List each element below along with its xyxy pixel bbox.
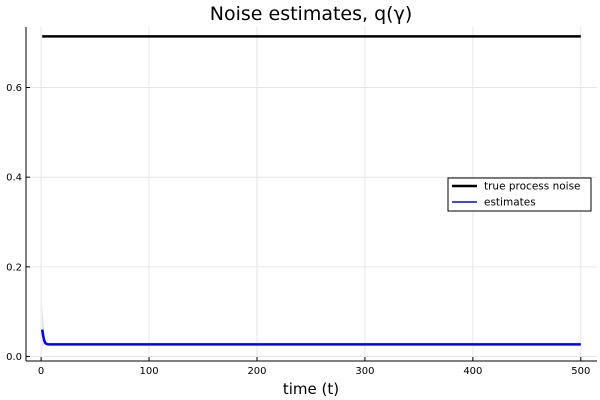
x-tick-label-2: 200 (247, 366, 266, 377)
x-axis-ticks: 0 100 200 300 400 500 (38, 357, 590, 377)
series-lines (40, 35, 581, 346)
x-axis-label: time (t) (283, 380, 339, 398)
y-tick-label-1: 0.2 (6, 262, 22, 273)
estimate-uncertainty-band (42, 302, 581, 348)
y-tick-label-2: 0.4 (6, 173, 22, 184)
x-tick-label-3: 300 (355, 366, 374, 377)
legend-box (447, 177, 592, 212)
legend-label-0: true process noise (484, 181, 581, 193)
x-tick-label-1: 100 (140, 366, 159, 377)
legend: true process noise estimates (447, 177, 592, 212)
y-tick-label-0: 0.0 (6, 352, 22, 363)
x-tick-label-0: 0 (38, 366, 44, 377)
x-tick-label-5: 500 (571, 366, 590, 377)
series-line-1 (40, 329, 581, 346)
x-tick-label-4: 400 (463, 366, 482, 377)
estimates-band (42, 302, 581, 348)
legend-label-1: estimates (484, 197, 536, 209)
y-axis-ticks: 0.0 0.2 0.4 0.6 (6, 83, 30, 363)
chart-title: Noise estimates, q(γ) (210, 3, 412, 25)
axes (25, 27, 597, 362)
y-tick-label-3: 0.6 (6, 83, 22, 94)
